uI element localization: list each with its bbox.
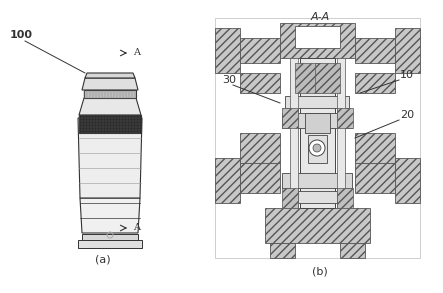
- Polygon shape: [240, 163, 280, 193]
- Bar: [300, 58, 335, 208]
- Bar: [84, 90, 136, 98]
- Polygon shape: [355, 133, 395, 163]
- Polygon shape: [282, 108, 298, 128]
- Polygon shape: [355, 38, 395, 63]
- Polygon shape: [215, 28, 240, 73]
- Polygon shape: [395, 158, 420, 203]
- Polygon shape: [355, 163, 395, 193]
- Polygon shape: [295, 63, 320, 93]
- Polygon shape: [265, 208, 370, 243]
- Polygon shape: [337, 188, 353, 208]
- Polygon shape: [240, 38, 280, 63]
- Polygon shape: [315, 63, 340, 93]
- Bar: [295, 26, 340, 48]
- Polygon shape: [282, 188, 298, 208]
- Polygon shape: [78, 118, 142, 198]
- Bar: [282, 173, 352, 188]
- Text: A: A: [133, 223, 140, 232]
- Circle shape: [309, 140, 325, 156]
- Polygon shape: [355, 73, 395, 93]
- Polygon shape: [240, 133, 280, 163]
- Text: 30: 30: [222, 75, 236, 85]
- Text: 100: 100: [10, 30, 33, 40]
- Polygon shape: [82, 78, 138, 90]
- Text: (b): (b): [312, 267, 328, 277]
- Text: 20: 20: [400, 110, 414, 120]
- Polygon shape: [340, 243, 365, 258]
- Bar: [282, 113, 352, 128]
- Bar: [82, 234, 138, 240]
- Bar: [308, 135, 327, 163]
- Polygon shape: [280, 23, 355, 58]
- Bar: [290, 58, 298, 208]
- Polygon shape: [85, 73, 135, 78]
- Bar: [78, 240, 142, 248]
- Bar: [79, 115, 141, 133]
- Polygon shape: [215, 158, 240, 203]
- Polygon shape: [270, 243, 295, 258]
- Text: A: A: [133, 48, 140, 57]
- Polygon shape: [79, 98, 141, 115]
- Text: 10: 10: [400, 70, 414, 80]
- Bar: [215, 18, 420, 258]
- Polygon shape: [240, 73, 280, 93]
- Bar: [285, 96, 349, 108]
- Circle shape: [313, 144, 321, 152]
- Text: (a): (a): [95, 255, 111, 265]
- Polygon shape: [337, 108, 353, 128]
- Bar: [337, 58, 345, 208]
- Bar: [285, 191, 349, 203]
- Polygon shape: [80, 198, 140, 233]
- Bar: [305, 113, 330, 133]
- Text: A-A: A-A: [311, 12, 330, 22]
- Polygon shape: [395, 28, 420, 73]
